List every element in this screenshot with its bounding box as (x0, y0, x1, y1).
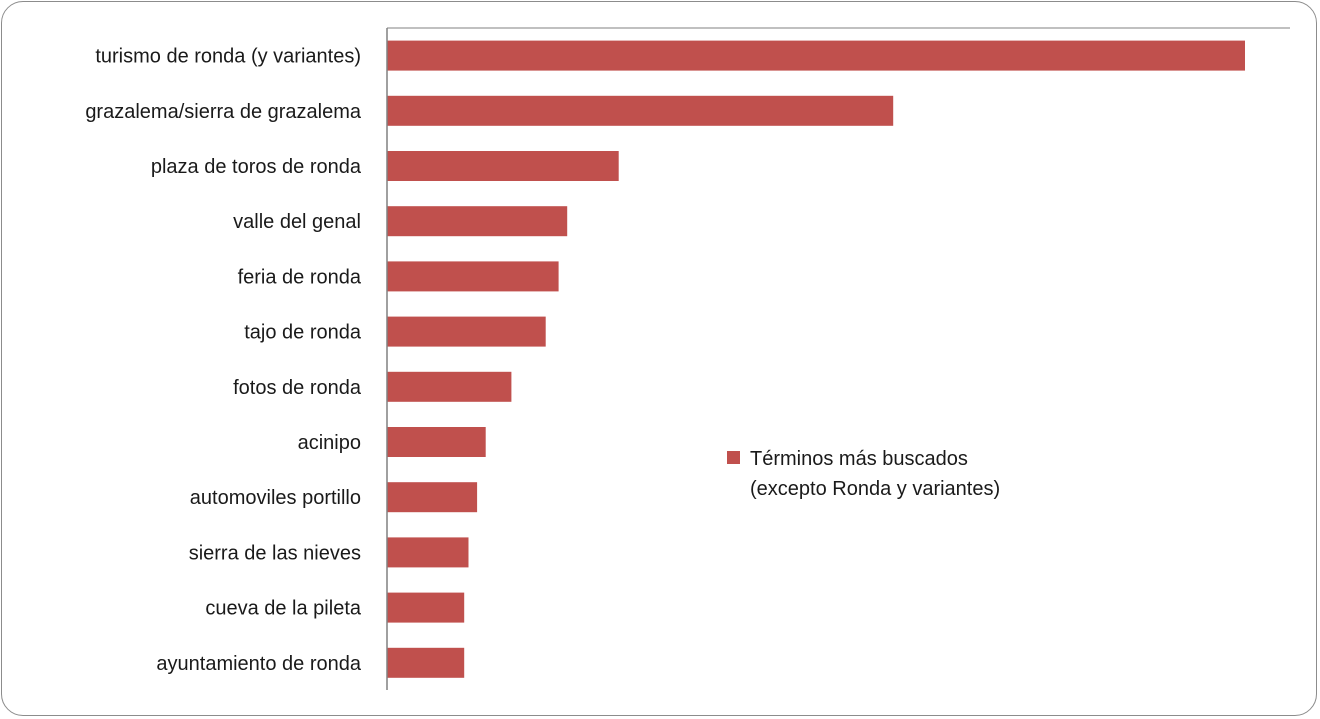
legend-swatch (727, 451, 740, 464)
legend: Términos más buscados (excepto Ronda y v… (727, 448, 1000, 500)
bars-group (387, 40, 1245, 678)
bar-0 (387, 40, 1245, 71)
bar-11 (387, 647, 465, 678)
category-label-1: grazalema/sierra de grazalema (85, 101, 362, 123)
bar-6 (387, 371, 512, 402)
bar-4 (387, 261, 559, 292)
legend-label-line-2: (excepto Ronda y variantes) (750, 478, 1000, 500)
bar-5 (387, 316, 546, 347)
category-labels-group: turismo de ronda (y variantes) grazalema/… (85, 46, 362, 675)
category-label-6: fotos de ronda (233, 377, 362, 399)
axes-group (386, 27, 1290, 690)
bar-7 (387, 427, 486, 457)
category-label-4: feria de ronda (238, 266, 362, 288)
category-label-3: valle del genal (233, 211, 361, 233)
bar-3 (387, 206, 568, 237)
bar-2 (387, 151, 619, 181)
legend-label-line-1: Términos más buscados (750, 448, 968, 470)
category-label-0: turismo de ronda (y variantes) (95, 46, 361, 68)
bar-1 (387, 95, 894, 126)
category-label-7: acinipo (298, 432, 361, 454)
category-label-11: ayuntamiento de ronda (156, 653, 361, 675)
category-label-9: sierra de las nieves (189, 542, 361, 564)
bar-10 (387, 592, 465, 623)
bar-9 (387, 537, 469, 568)
category-label-2: plaza de toros de ronda (151, 156, 362, 178)
category-label-5: tajo de ronda (244, 322, 362, 344)
category-label-8: automoviles portillo (190, 487, 361, 509)
bar-8 (387, 482, 478, 513)
category-label-10: cueva de la pileta (205, 598, 362, 620)
